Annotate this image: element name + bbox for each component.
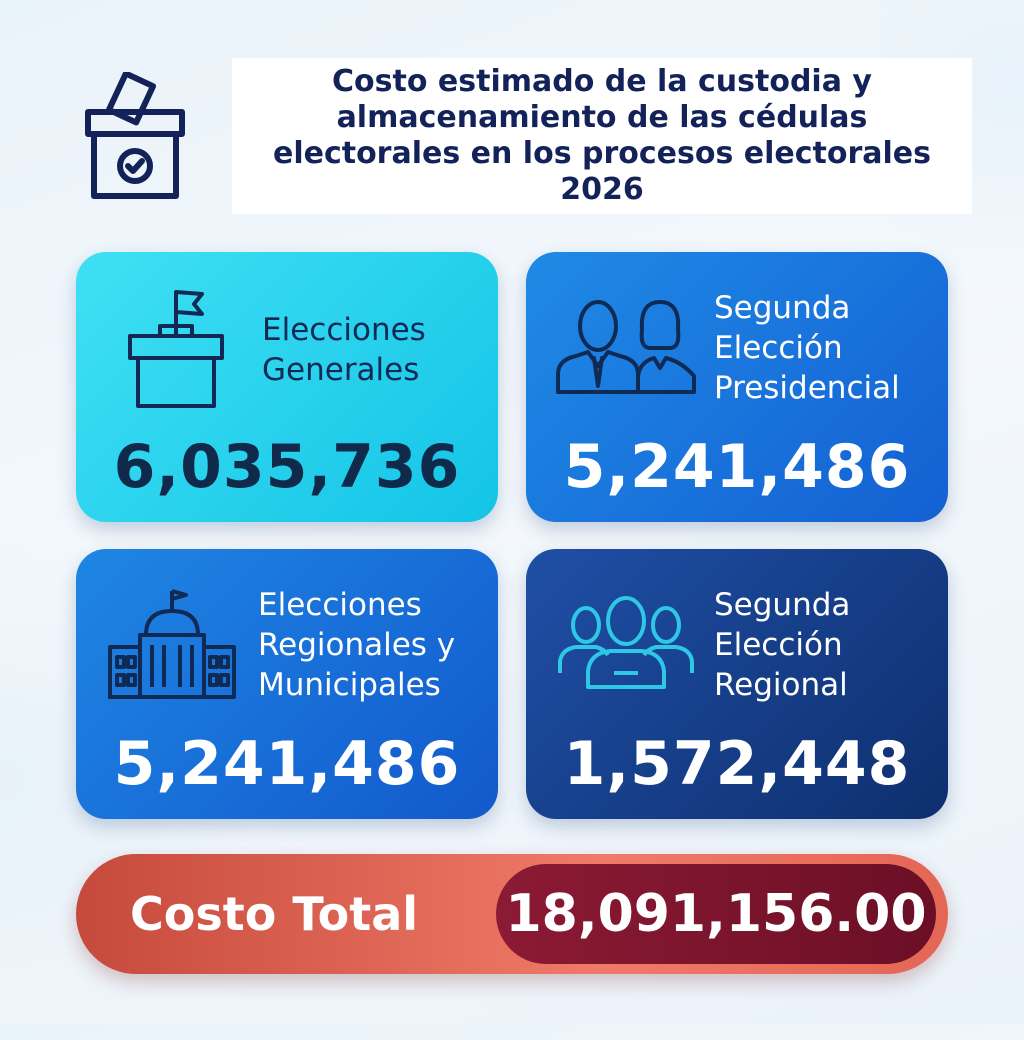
total-bar: Costo Total 18,091,156.00 [76, 854, 948, 974]
card-label-line: Municipales [258, 667, 441, 703]
card-label-line: Segunda [714, 587, 851, 623]
title-box: Costo estimado de la custodia y almacena… [232, 58, 972, 214]
card-value: 5,241,486 [563, 432, 911, 502]
total-pill: 18,091,156.00 [496, 864, 936, 964]
total-label: Costo Total [130, 887, 419, 941]
card-label-line: Regionales y [258, 627, 456, 663]
card-segunda-eleccion-presidencial: Segunda Elección Presidencial 5,241,486 [526, 252, 948, 522]
card-value: 1,572,448 [563, 729, 911, 799]
total-value: 18,091,156.00 [505, 884, 927, 944]
group-icon [556, 595, 696, 694]
card-elecciones-generales: Elecciones Generales 6,035,736 [76, 252, 498, 522]
card-value: 6,035,736 [113, 432, 461, 502]
card-label: Elecciones Regionales y Municipales [258, 585, 455, 705]
ballot-box-flag-icon [126, 282, 226, 416]
card-label-line: Segunda [714, 290, 851, 326]
card-label-line: Elecciones [258, 587, 422, 623]
ballot-box-icon [80, 70, 190, 202]
card-label-line: Regional [714, 667, 848, 703]
card-label-line: Elección [714, 330, 843, 366]
card-label: Segunda Elección Presidencial [714, 288, 900, 408]
card-label-line: Elecciones [262, 312, 426, 348]
card-label-line: Elección [714, 627, 843, 663]
candidates-icon [554, 296, 699, 400]
government-building-icon [106, 587, 236, 706]
card-label-line: Generales [262, 352, 420, 388]
card-segunda-eleccion-regional: Segunda Elección Regional 1,572,448 [526, 549, 948, 819]
card-label: Elecciones Generales [262, 310, 426, 390]
card-label: Segunda Elección Regional [714, 585, 850, 705]
card-elecciones-regionales-municipales: Elecciones Regionales y Municipales 5,24… [76, 549, 498, 819]
card-value: 5,241,486 [113, 729, 461, 799]
page-title: Costo estimado de la custodia y almacena… [272, 64, 932, 207]
card-label-line: Presidencial [714, 370, 900, 406]
